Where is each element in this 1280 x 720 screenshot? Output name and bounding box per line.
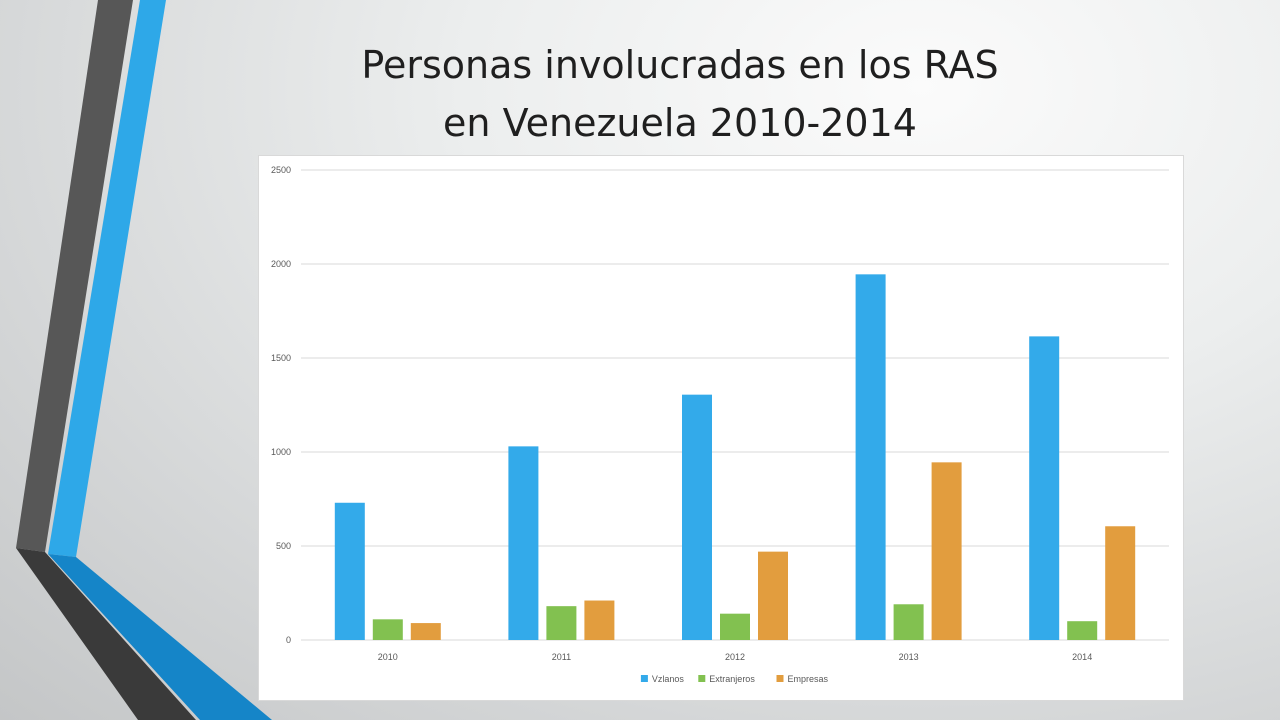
bar-vzlanos-2014 bbox=[1029, 336, 1060, 640]
y-tick-label: 0 bbox=[286, 635, 291, 645]
y-axis-ticks: 0 500 1000 1500 2000 2500 bbox=[271, 165, 291, 645]
bar-empresas-2014 bbox=[1105, 526, 1136, 640]
x-tick-label: 2012 bbox=[725, 652, 745, 662]
gridlines bbox=[301, 169, 1169, 641]
bars bbox=[334, 274, 1136, 640]
bar-extranjeros-2011 bbox=[546, 606, 577, 640]
x-tick-label: 2010 bbox=[378, 652, 398, 662]
legend: Vzlanos Extranjeros Empresas bbox=[640, 674, 829, 684]
x-axis-ticks: 2010 2011 2012 2013 2014 bbox=[378, 652, 1092, 662]
slide-title: Personas involucradas en los RAS en Vene… bbox=[300, 36, 1060, 152]
decorative-stripes bbox=[16, 0, 272, 720]
x-tick-label: 2013 bbox=[899, 652, 919, 662]
legend-swatch-vzlanos bbox=[640, 675, 648, 682]
bar-extranjeros-2010 bbox=[372, 619, 403, 640]
bar-extranjeros-2014 bbox=[1067, 621, 1098, 640]
legend-label-vzlanos: Vzlanos bbox=[652, 674, 685, 684]
blue-stripe-upper bbox=[48, 0, 166, 557]
chart-frame: 0 500 1000 1500 2000 2500 2010 2011 2012 2013 201… bbox=[258, 155, 1184, 701]
bar-vzlanos-2013 bbox=[855, 274, 886, 640]
bar-vzlanos-2012 bbox=[682, 394, 712, 640]
dark-stripe-upper bbox=[16, 0, 133, 552]
x-tick-label: 2011 bbox=[552, 652, 571, 662]
y-tick-label: 2500 bbox=[271, 165, 291, 175]
legend-swatch-extranjeros bbox=[698, 675, 706, 682]
bar-extranjeros-2012 bbox=[720, 613, 750, 640]
y-tick-label: 1500 bbox=[271, 353, 291, 363]
bar-extranjeros-2013 bbox=[893, 604, 924, 640]
blue-stripe-lower bbox=[48, 554, 272, 720]
bar-empresas-2011 bbox=[584, 600, 615, 640]
x-tick-label: 2014 bbox=[1072, 652, 1092, 662]
y-tick-label: 1000 bbox=[271, 447, 291, 457]
title-line-2: en Venezuela 2010-2014 bbox=[443, 101, 917, 145]
y-tick-label: 500 bbox=[276, 541, 291, 551]
bar-vzlanos-2011 bbox=[508, 446, 539, 640]
legend-label-extranjeros: Extranjeros bbox=[709, 674, 755, 684]
legend-swatch-empresas bbox=[776, 675, 784, 682]
legend-label-empresas: Empresas bbox=[788, 674, 829, 684]
title-line-1: Personas involucradas en los RAS bbox=[361, 43, 999, 87]
y-tick-label: 2000 bbox=[271, 259, 291, 269]
dark-stripe-lower bbox=[16, 548, 196, 720]
bar-empresas-2012 bbox=[758, 551, 788, 640]
bar-vzlanos-2010 bbox=[334, 502, 365, 640]
bar-empresas-2013 bbox=[931, 462, 962, 640]
bar-empresas-2010 bbox=[410, 623, 441, 640]
